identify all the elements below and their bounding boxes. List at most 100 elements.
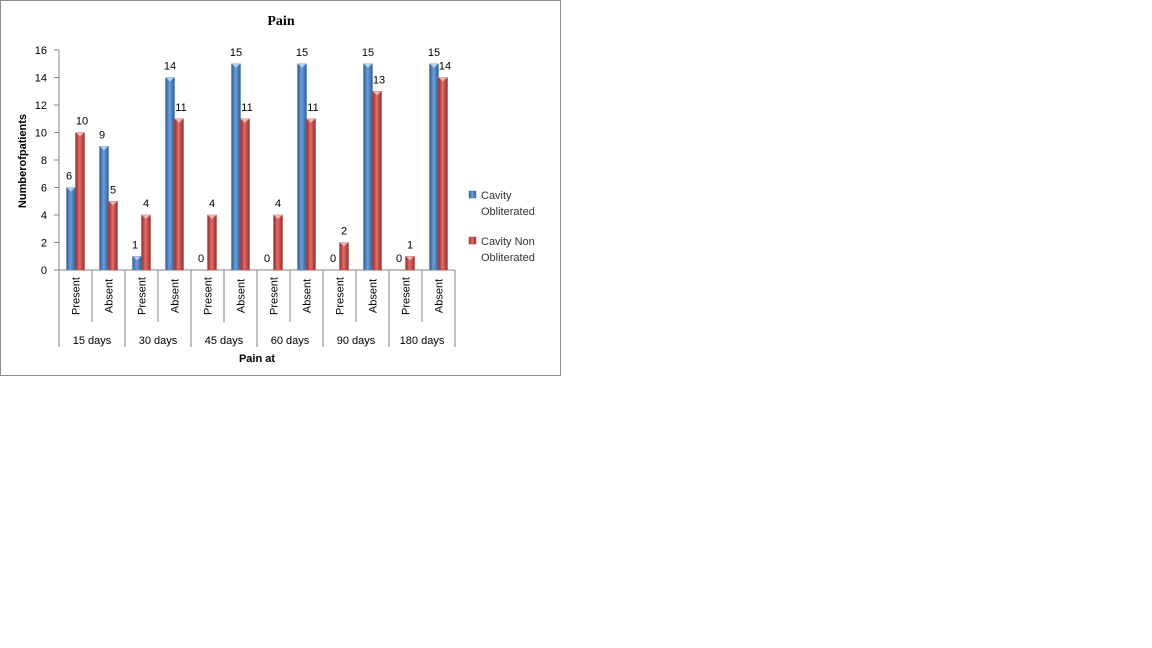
bar-cap	[99, 146, 109, 151]
x-group-label: 180 days	[400, 335, 445, 347]
x-category-label: Present	[71, 277, 83, 315]
bar-cavity-non-obliterated	[174, 118, 184, 271]
bar-cap	[141, 215, 151, 219]
bar-cap	[231, 63, 241, 68]
bar-cap	[240, 118, 250, 123]
y-tick-label: 6	[41, 183, 47, 195]
x-group-label: 45 days	[205, 335, 244, 347]
chart-frame: Pain Numberofpatients Pain at 0 2 4 6 8 10 12 1…	[0, 0, 561, 376]
bar-cap	[429, 63, 439, 68]
x-category-label: Absent	[170, 279, 182, 313]
data-label: 0	[264, 253, 270, 265]
data-label: 15	[362, 47, 374, 59]
legend-swatch-cavity-non-obliterated	[468, 236, 477, 245]
data-label: 10	[76, 116, 88, 128]
y-tick-label: 4	[41, 210, 47, 222]
x-group-label: 90 days	[337, 335, 376, 347]
data-label: 0	[198, 253, 204, 265]
data-label: 15	[428, 47, 440, 59]
x-group-label: 60 days	[271, 335, 310, 347]
data-label: 0	[396, 253, 402, 265]
x-axis-title: Pain at	[239, 353, 275, 365]
bar-cap	[372, 91, 382, 96]
data-label: 4	[209, 198, 215, 210]
bar-cavity-non-obliterated	[240, 118, 250, 271]
data-label: 5	[110, 184, 116, 196]
bar-cap	[108, 201, 118, 206]
bar-cap	[66, 187, 76, 192]
legend-label: Obliterated	[481, 252, 535, 264]
data-label: 0	[330, 253, 336, 265]
y-axis-title: Numberofpatients	[17, 114, 29, 208]
bar-cap	[306, 118, 316, 123]
bar-cavity-non-obliterated	[306, 118, 316, 271]
y-tick-label: 2	[41, 238, 47, 250]
bar-cap	[174, 118, 184, 123]
y-tick-label: 12	[35, 100, 47, 112]
bar-cavity-obliterated	[363, 63, 373, 271]
legend-label: Cavity	[481, 190, 512, 202]
bar-cap	[165, 77, 175, 82]
bar-cavity-non-obliterated	[108, 201, 118, 271]
x-category-label: Absent	[368, 279, 380, 313]
bar-cavity-non-obliterated	[273, 214, 283, 271]
bar-cap	[297, 63, 307, 68]
bar-cavity-obliterated	[231, 63, 241, 271]
x-group-label: 15 days	[73, 335, 112, 347]
bar-cavity-obliterated	[429, 63, 439, 271]
x-category-label: Absent	[236, 279, 248, 313]
bar-cavity-non-obliterated	[438, 77, 448, 271]
data-label: 11	[307, 102, 318, 114]
data-label: 9	[99, 129, 105, 141]
bar-cap	[75, 132, 85, 137]
legend-swatch-cavity-obliterated	[468, 190, 477, 199]
bar-cavity-non-obliterated	[339, 242, 349, 271]
data-label: 15	[296, 47, 308, 59]
x-category-label: Present	[269, 277, 281, 315]
data-label: 2	[341, 226, 347, 238]
data-label: 4	[143, 198, 149, 210]
x-category-label: Absent	[104, 279, 116, 313]
data-label: 1	[132, 239, 138, 251]
bar-cavity-obliterated	[99, 146, 109, 271]
x-category-label: Present	[335, 277, 347, 315]
data-label: 11	[175, 102, 186, 114]
data-label: 11	[241, 102, 252, 114]
x-category-label: Absent	[302, 279, 314, 313]
y-tick-label: 14	[35, 73, 47, 85]
bar-cap	[339, 242, 349, 247]
y-tick-label: 0	[41, 265, 47, 277]
x-category-label: Present	[203, 277, 215, 315]
data-label: 15	[230, 47, 242, 59]
legend: Cavity Obliterated Cavity Non Obliterated	[468, 190, 535, 264]
x-category-label: Present	[137, 277, 149, 315]
legend-label: Cavity Non	[481, 236, 535, 248]
bar-cap	[405, 256, 415, 261]
bar-cap	[132, 256, 142, 261]
x-category-label: Absent	[434, 279, 446, 313]
bar-cavity-non-obliterated	[141, 214, 151, 271]
bar-cavity-non-obliterated	[207, 214, 217, 271]
x-category-label: Present	[401, 277, 413, 315]
bar-chart: Pain Numberofpatients Pain at 0246810121…	[17, 14, 535, 365]
x-group-label: 30 days	[139, 335, 178, 347]
bar-cavity-non-obliterated	[372, 91, 382, 271]
chart-title: Pain	[267, 14, 294, 29]
bar-cavity-obliterated	[165, 77, 175, 271]
bar-cavity-obliterated	[297, 63, 307, 271]
data-label: 6	[66, 171, 72, 183]
y-tick-label: 10	[35, 128, 47, 140]
data-label: 4	[275, 198, 281, 210]
y-tick-label: 8	[41, 155, 47, 167]
data-label: 1	[407, 239, 413, 251]
bar-cap	[363, 63, 373, 68]
bar-cavity-non-obliterated	[75, 132, 85, 271]
data-label: 14	[439, 61, 451, 73]
bar-cap	[207, 215, 217, 219]
bar-cavity-obliterated	[66, 187, 76, 271]
data-label: 13	[373, 74, 385, 86]
bar-cap	[438, 77, 448, 82]
legend-label: Obliterated	[481, 206, 535, 218]
data-label: 14	[164, 61, 176, 73]
